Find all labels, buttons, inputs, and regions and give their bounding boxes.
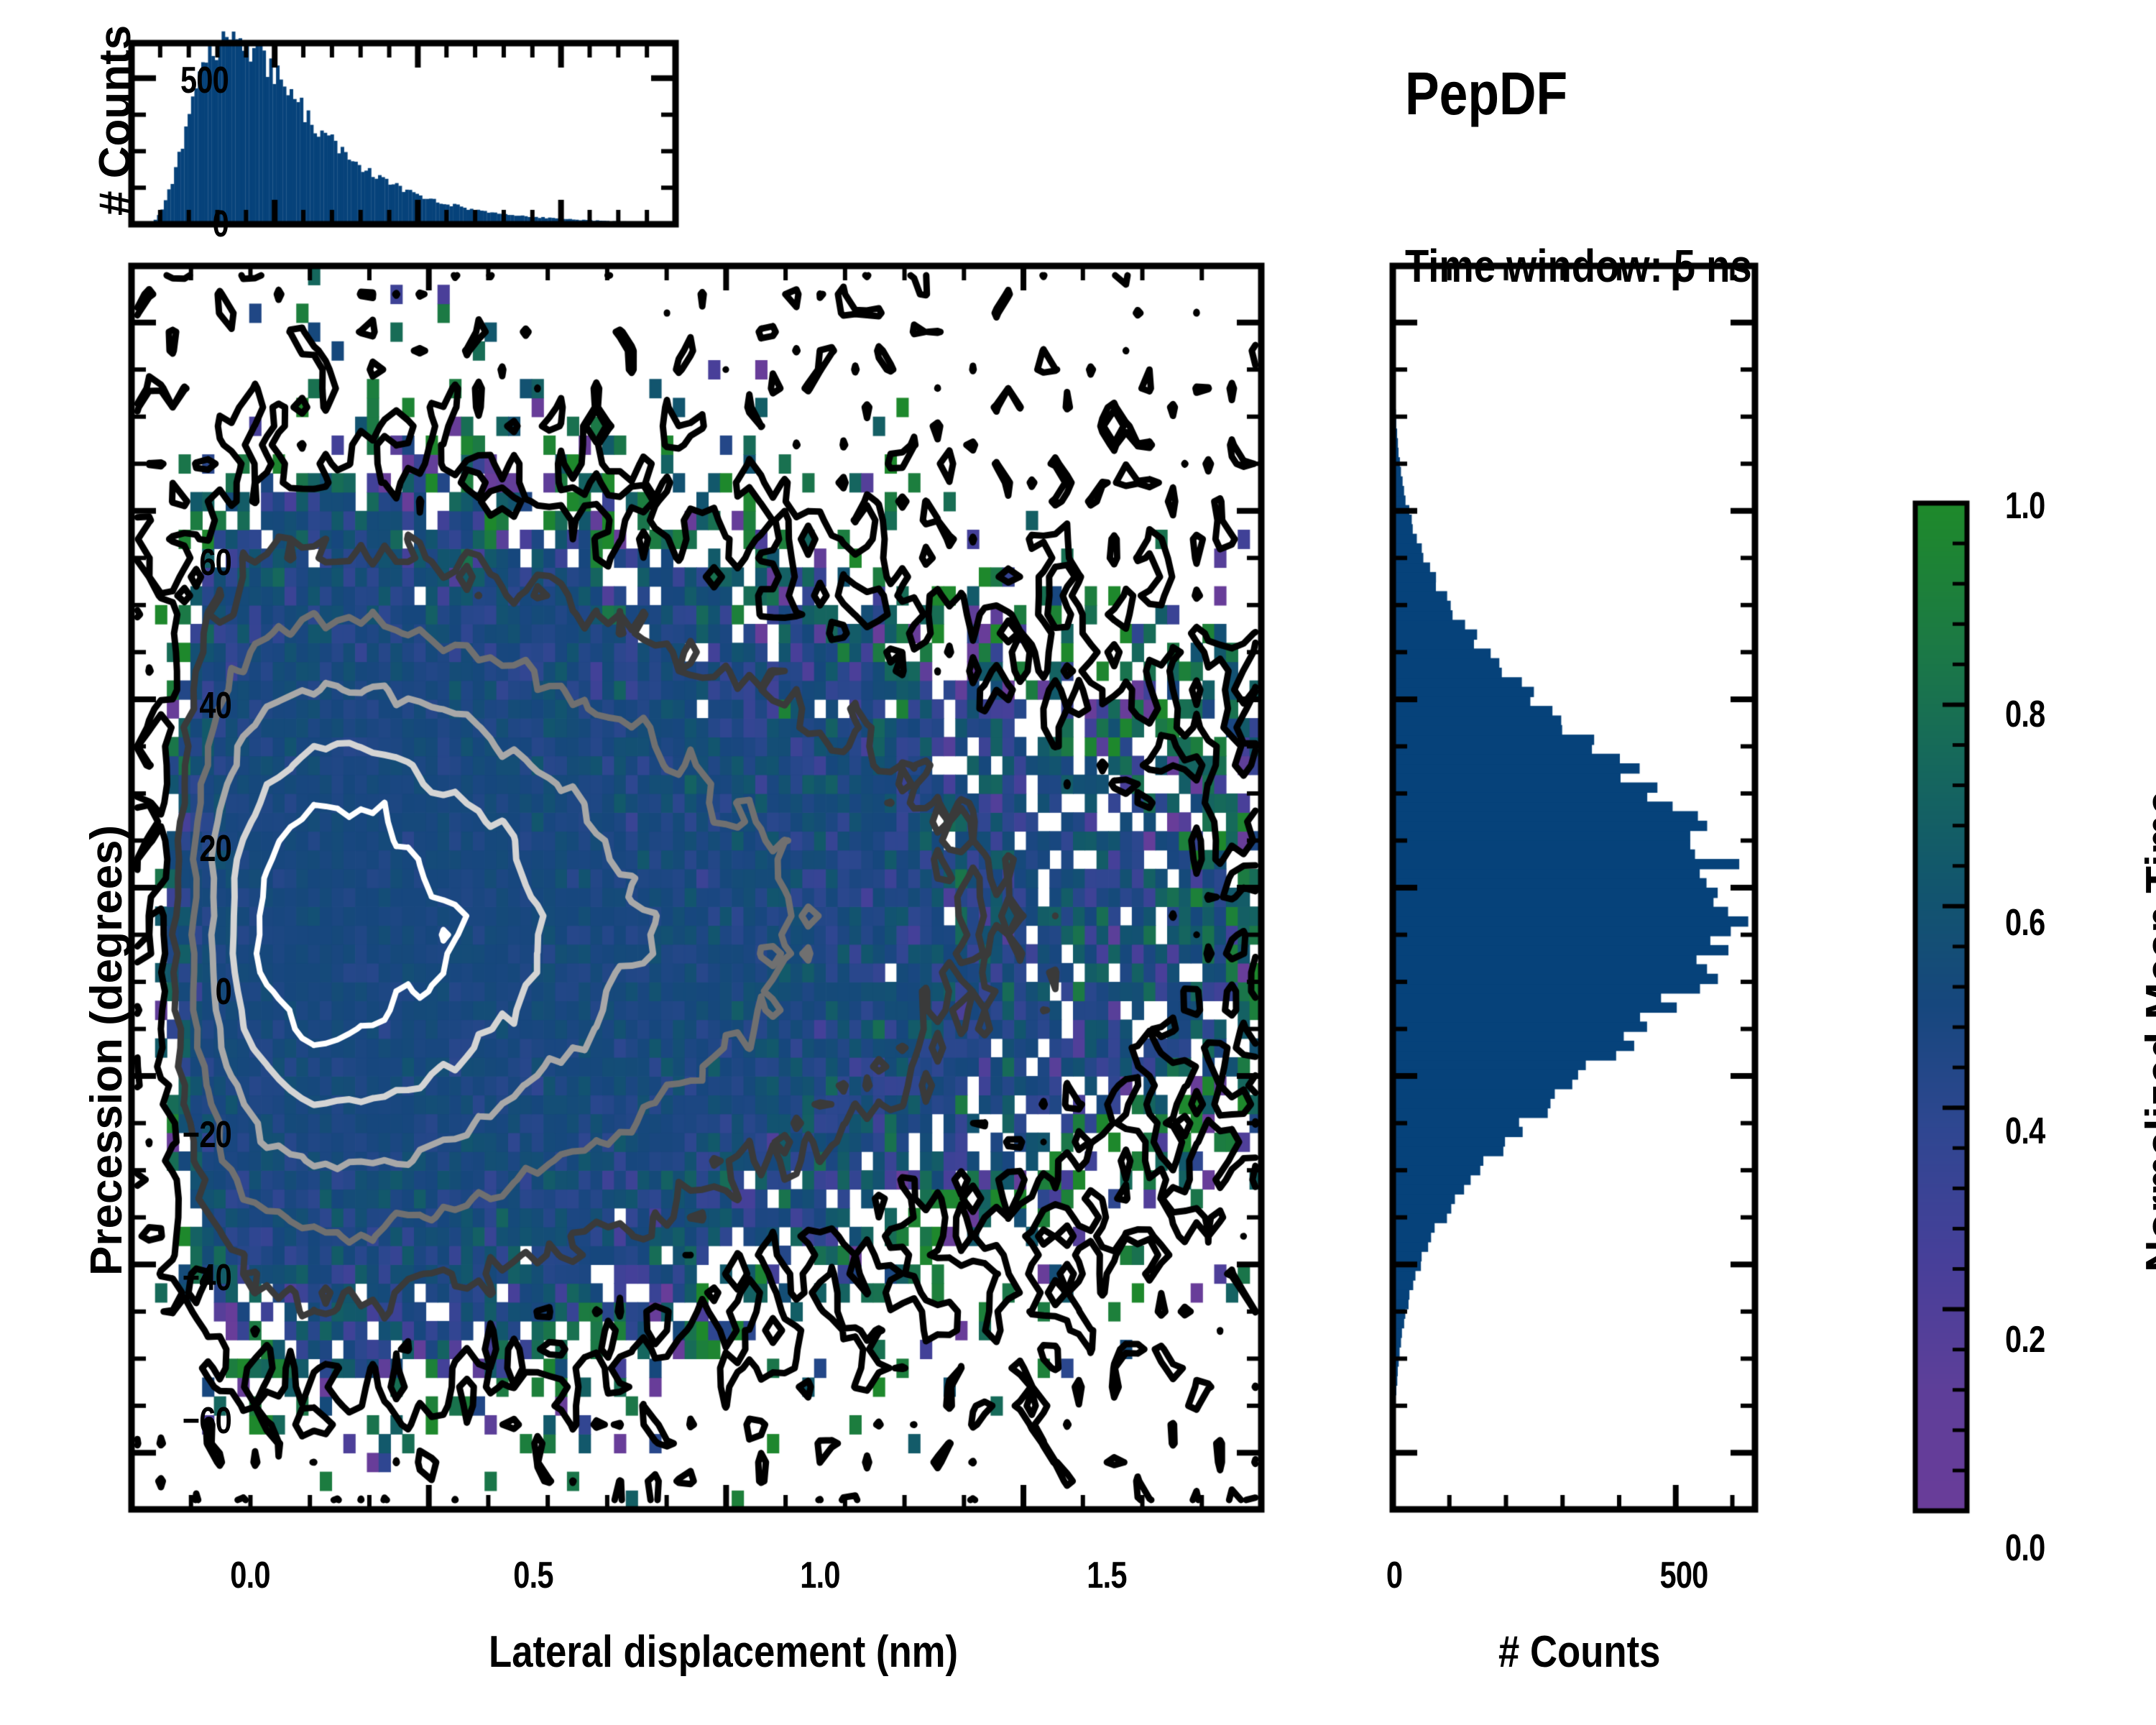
right-panel-xlabel: # Counts (1498, 1627, 1661, 1677)
cbar-tick-0p6: 0.6 (2005, 902, 2045, 944)
top-panel-ytick-500: 500 (180, 60, 229, 101)
main-xlabel: Lateral displacement (nm) (489, 1627, 959, 1677)
cbar-tick-0p8: 0.8 (2005, 694, 2045, 735)
cbar-tick-1p0: 1.0 (2005, 485, 2045, 527)
main-ytick-60: 60 (199, 542, 231, 584)
main-ytick-minus60: −60 (182, 1400, 232, 1442)
time-window-subtitle: Time window: 5 ns (1405, 240, 1752, 292)
main-xtick-0p5: 0.5 (513, 1555, 553, 1596)
main-xtick-1p5: 1.5 (1087, 1555, 1127, 1596)
main-ytick-minus20: −20 (182, 1114, 232, 1156)
cbar-tick-0p4: 0.4 (2005, 1110, 2045, 1152)
main-ytick-minus40: −40 (182, 1257, 232, 1299)
main-xtick-1p0: 1.0 (800, 1555, 840, 1596)
top-panel-ylabel: # Counts (91, 24, 140, 216)
main-ytick-20: 20 (199, 828, 231, 870)
page-title: PepDF (1405, 60, 1568, 127)
main-xtick-0: 0.0 (230, 1555, 270, 1596)
colorbar-label: Normalized Mean Time (2137, 790, 2156, 1272)
right-xtick-500: 500 (1659, 1555, 1708, 1596)
cbar-tick-0p2: 0.2 (2005, 1319, 2045, 1361)
main-ytick-40: 40 (199, 685, 231, 727)
right-xtick-0: 0 (1386, 1555, 1403, 1596)
top-panel-ytick-0: 0 (212, 203, 229, 245)
main-ytick-0: 0 (215, 971, 232, 1013)
main-ylabel: Precession (degrees) (82, 824, 132, 1276)
cbar-tick-0p0: 0.0 (2005, 1527, 2045, 1569)
